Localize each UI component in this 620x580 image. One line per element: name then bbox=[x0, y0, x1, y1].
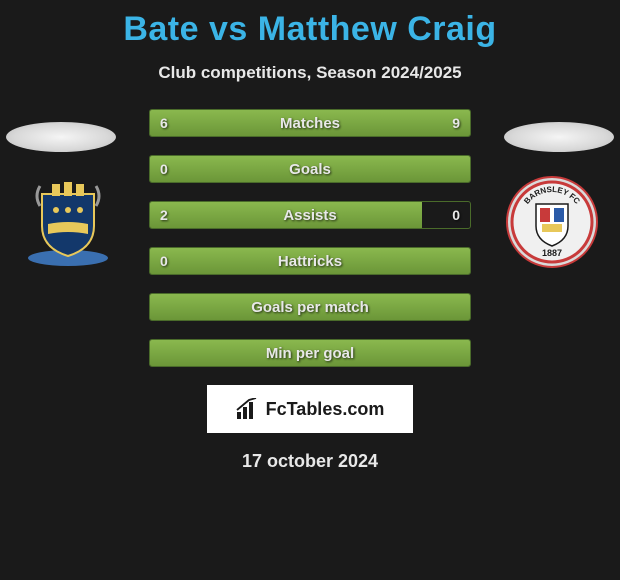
shield-crest-icon bbox=[22, 176, 114, 268]
player2-placeholder-ellipse bbox=[504, 122, 614, 152]
fctables-watermark: FcTables.com bbox=[207, 385, 413, 433]
stat-bar-row: Goals per match bbox=[149, 293, 471, 321]
stat-bar-row: Hattricks0 bbox=[149, 247, 471, 275]
stat-label: Goals bbox=[150, 156, 470, 182]
stat-bar-row: Matches6 9 bbox=[149, 109, 471, 137]
stat-label: Hattricks bbox=[150, 248, 470, 274]
watermark-text: FcTables.com bbox=[266, 399, 385, 420]
stat-bar-row: Assists2 0 bbox=[149, 201, 471, 229]
stat-value-left: 6 bbox=[160, 110, 168, 136]
stat-value-left: 0 bbox=[160, 248, 168, 274]
player1-name: Bate bbox=[123, 10, 199, 48]
stat-label: Min per goal bbox=[150, 340, 470, 366]
comparison-title: Bate vs Matthew Craig bbox=[0, 0, 620, 49]
stat-value-left: 2 bbox=[160, 202, 168, 228]
stat-bar-row: Goals0 bbox=[149, 155, 471, 183]
player2-name: Matthew Craig bbox=[258, 10, 497, 48]
stat-bar-row: Min per goal bbox=[149, 339, 471, 367]
stat-label: Assists bbox=[150, 202, 470, 228]
subtitle: Club competitions, Season 2024/2025 bbox=[0, 63, 620, 83]
snapshot-date: 17 october 2024 bbox=[0, 451, 620, 472]
stockport-county-crest bbox=[22, 176, 114, 268]
svg-text:1887: 1887 bbox=[542, 248, 562, 258]
vs-separator: vs bbox=[209, 10, 248, 48]
stat-value-right: 0 bbox=[452, 202, 460, 228]
stat-bars-container: Matches69Goals0Assists20Hattricks0Goals … bbox=[149, 109, 471, 367]
player1-placeholder-ellipse bbox=[6, 122, 116, 152]
bar-chart-icon bbox=[236, 398, 260, 420]
stat-label: Matches bbox=[150, 110, 470, 136]
stat-value-right: 9 bbox=[452, 110, 460, 136]
club-crest-icon: BARNSLEY FC 1887 bbox=[510, 180, 594, 264]
stat-value-left: 0 bbox=[160, 156, 168, 182]
stat-label: Goals per match bbox=[150, 294, 470, 320]
barnsley-fc-crest: BARNSLEY FC 1887 bbox=[506, 176, 598, 268]
